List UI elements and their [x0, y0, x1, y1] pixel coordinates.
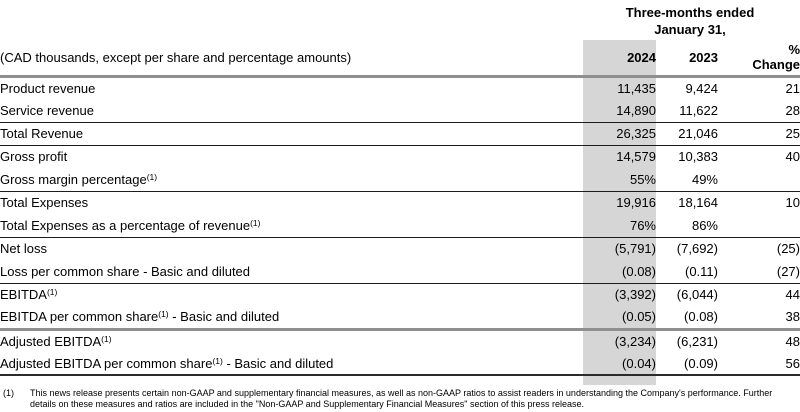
footnote-text: This news release presents certain non-G…	[30, 388, 773, 409]
value-2024: 19,916	[616, 195, 656, 211]
footnote-ref: (1)	[212, 355, 223, 366]
column-header-change: % Change	[718, 40, 800, 76]
financial-results-table: (CAD thousands, except per share and per…	[0, 40, 800, 376]
section-total-revenue: Total Revenue 26,325 21,046 25	[0, 122, 800, 145]
value-2024: (5,791)	[614, 241, 656, 257]
row-label: Product revenue	[0, 80, 96, 96]
value-change: 10	[785, 195, 800, 211]
value-2024: 14,890	[616, 102, 656, 118]
row-label: Gross profit	[0, 149, 68, 165]
column-header-change-label: Change	[752, 57, 800, 73]
value-2023: 9,424	[685, 80, 718, 96]
period-header: Three-months ended January 31,	[583, 4, 797, 38]
value-2023: (6,044)	[676, 287, 718, 303]
value-2023: (7,692)	[676, 241, 718, 257]
footnote-ref: (1)	[46, 287, 58, 298]
footnote-ref: (1)	[158, 309, 169, 320]
value-change	[718, 214, 800, 237]
table-row: Product revenue 11,435 9,424 21	[0, 76, 800, 99]
value-2024: (0.05)	[622, 309, 656, 325]
row-label: Gross margin percentage(1)	[0, 171, 158, 187]
value-change: 48	[785, 333, 800, 349]
value-2024: (3,392)	[614, 287, 656, 303]
footnote-ref: (1)	[146, 171, 158, 182]
value-2023: 49%	[691, 171, 718, 187]
column-header-row: (CAD thousands, except per share and per…	[0, 40, 800, 76]
value-change: 40	[785, 149, 800, 165]
value-2023: (0.08)	[684, 309, 718, 325]
value-change: (27)	[776, 263, 800, 279]
footnote: (1) This news release presents certain n…	[0, 388, 797, 409]
row-label: Total Expenses as a percentage of revenu…	[0, 217, 261, 233]
highlight-column-2024	[583, 40, 656, 385]
value-2023: 86%	[691, 217, 718, 233]
row-label: Adjusted EBITDA(1)	[0, 333, 112, 349]
row-label: Service revenue	[0, 102, 94, 118]
row-label: EBITDA per common share(1) - Basic and d…	[0, 309, 280, 325]
value-change	[718, 168, 800, 191]
value-change: (25)	[776, 241, 800, 257]
section-revenue: Product revenue 11,435 9,424 21 Service …	[0, 76, 800, 122]
value-2024: 14,579	[616, 149, 656, 165]
table-row: EBITDA(1) (3,392) (6,044) 44	[0, 283, 800, 306]
value-2023: 11,622	[679, 102, 718, 118]
table-row: Net loss (5,791) (7,692) (25)	[0, 237, 800, 260]
value-change: 56	[785, 355, 800, 371]
value-2024: 11,435	[617, 80, 656, 96]
period-header-line1: Three-months ended	[625, 5, 755, 20]
table-row: Total Expenses as a percentage of revenu…	[0, 214, 800, 237]
value-2024: (3,234)	[614, 333, 656, 349]
column-header-2023: 2023	[689, 49, 718, 65]
value-2023: (6,231)	[676, 333, 718, 349]
footnote-ref: (1)	[101, 333, 112, 344]
section-gross-profit: Gross profit 14,579 10,383 40 Gross marg…	[0, 145, 800, 191]
value-2023: 10,383	[678, 149, 718, 165]
table-header: (CAD thousands, except per share and per…	[0, 40, 800, 76]
row-label: Net loss	[0, 241, 47, 257]
value-2024: (0.04)	[622, 355, 656, 371]
table-row: Total Expenses 19,916 18,164 10	[0, 191, 800, 214]
units-note: (CAD thousands, except per share and per…	[0, 49, 352, 65]
value-2024: (0.08)	[622, 263, 656, 279]
table-row: Adjusted EBITDA(1) (3,234) (6,231) 48	[0, 329, 800, 352]
table-row: Gross margin percentage(1) 55% 49%	[0, 168, 800, 191]
row-label: Adjusted EBITDA per common share(1) - Ba…	[0, 355, 334, 371]
section-adjusted-ebitda: Adjusted EBITDA(1) (3,234) (6,231) 48 Ad…	[0, 329, 800, 375]
table-row: Loss per common share - Basic and dilute…	[0, 260, 800, 283]
table-row: Total Revenue 26,325 21,046 25	[0, 122, 800, 145]
value-2024: 76%	[629, 217, 656, 233]
section-ebitda: EBITDA(1) (3,392) (6,044) 44 EBITDA per …	[0, 283, 800, 329]
table-row: Service revenue 14,890 11,622 28	[0, 99, 800, 122]
value-change: 28	[785, 102, 800, 118]
value-2023: 21,046	[678, 126, 718, 141]
footnote-marker: (1)	[3, 388, 14, 398]
row-label: Loss per common share - Basic and dilute…	[0, 263, 251, 279]
value-2024: 26,325	[616, 126, 656, 141]
row-label: Total Expenses	[0, 195, 89, 211]
value-change: 38	[785, 309, 800, 325]
table-row: Gross profit 14,579 10,383 40	[0, 145, 800, 168]
period-header-line2: January 31,	[654, 22, 726, 37]
value-change: 25	[785, 126, 800, 141]
value-2023: 18,164	[678, 195, 718, 211]
column-header-2024: 2024	[627, 49, 656, 65]
row-label: EBITDA(1)	[0, 287, 58, 303]
value-2024: 55%	[629, 171, 656, 187]
value-2023: (0.09)	[684, 355, 718, 371]
value-change: 21	[785, 80, 800, 96]
column-header-change-pct: %	[788, 42, 800, 58]
footnote-ref: (1)	[250, 217, 261, 228]
table-row: Adjusted EBITDA per common share(1) - Ba…	[0, 352, 800, 375]
row-label: Total Revenue	[0, 126, 84, 141]
section-expenses: Total Expenses 19,916 18,164 10 Total Ex…	[0, 191, 800, 237]
section-net-loss: Net loss (5,791) (7,692) (25) Loss per c…	[0, 237, 800, 283]
value-change: 44	[785, 287, 800, 303]
table-row: EBITDA per common share(1) - Basic and d…	[0, 306, 800, 329]
value-2023: (0.11)	[685, 263, 718, 279]
